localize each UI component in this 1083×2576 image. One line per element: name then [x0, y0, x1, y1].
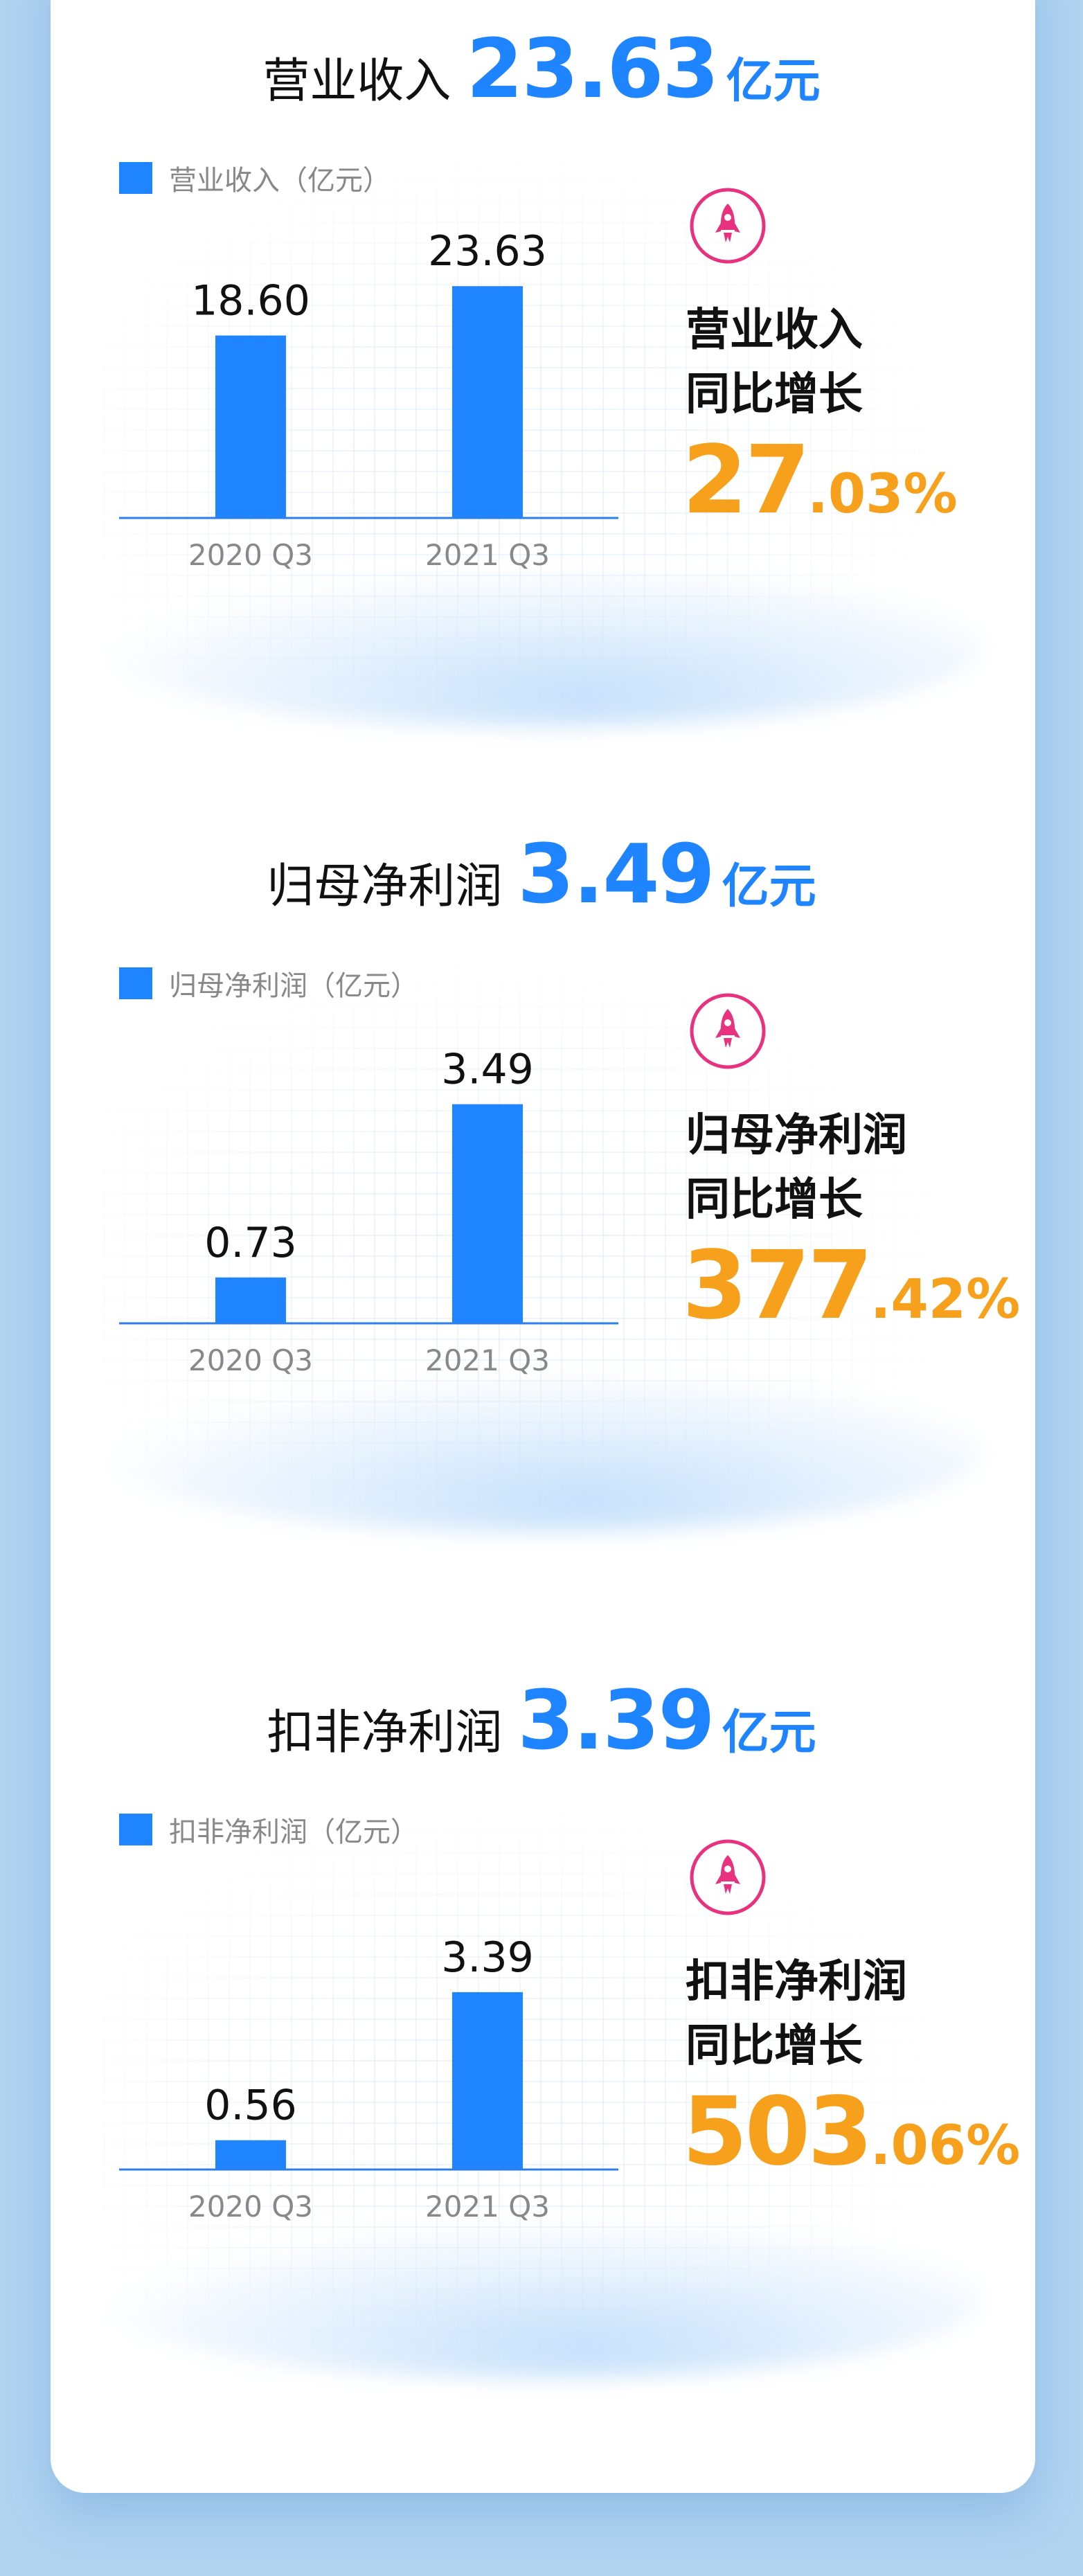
bar-chart: 18.60 2020 Q3 23.63 2021 Q3	[119, 227, 618, 572]
growth-decimal: .42%	[870, 1269, 1021, 1331]
rocket-icon	[690, 993, 766, 1069]
data-label: 23.63	[428, 227, 547, 276]
metric-section: 扣非净利润 3.39 亿元 扣非净利润（亿元） 0.56 2020 Q3 3.39 2…	[0, 1652, 1083, 2455]
growth-label-metric: 营业收入	[686, 305, 863, 356]
growth-integer: 377	[682, 1231, 873, 1341]
legend-swatch	[119, 1814, 152, 1845]
growth-percentage: 377.42%	[682, 1231, 1020, 1341]
growth-percentage: 503.06%	[682, 2077, 1020, 2187]
metric-name: 扣非净利润	[267, 1706, 503, 1760]
x-tick-label: 2020 Q3	[188, 1343, 313, 1377]
bar	[452, 1104, 523, 1323]
x-tick-label: 2021 Q3	[425, 538, 550, 572]
data-label: 3.49	[441, 1046, 534, 1094]
chart-legend: 营业收入（亿元）	[119, 158, 391, 198]
legend-swatch	[119, 967, 152, 999]
glow-decoration	[97, 2219, 983, 2379]
rocket-icon	[690, 1839, 766, 1915]
bar	[215, 335, 286, 518]
bar-chart: 0.56 2020 Q3 3.39 2021 Q3	[119, 1933, 618, 2224]
metric-unit: 亿元	[722, 1706, 816, 1760]
growth-label-yoy: 同比增长	[686, 369, 863, 420]
data-label: 3.39	[441, 1933, 534, 1982]
growth-label-metric: 归母净利润	[686, 1110, 907, 1161]
metric-value: 3.39	[517, 1672, 715, 1768]
rocket-icon	[690, 188, 766, 264]
section-title: 扣非净利润 3.39 亿元	[0, 1672, 1083, 1768]
x-tick-label: 2021 Q3	[425, 2190, 550, 2224]
growth-label-metric: 扣非净利润	[686, 1956, 907, 2007]
data-label: 18.60	[191, 277, 310, 325]
bar	[452, 286, 523, 518]
metric-unit: 亿元	[726, 54, 821, 109]
data-label: 0.73	[204, 1219, 297, 1267]
bar	[215, 2140, 286, 2170]
growth-percentage: 27.03%	[682, 426, 958, 535]
chart-legend: 归母净利润（亿元）	[119, 963, 418, 1003]
bar	[452, 1992, 523, 2170]
content-card	[51, 0, 1035, 2493]
metric-value: 3.49	[517, 826, 715, 922]
metric-name: 营业收入	[262, 54, 451, 109]
growth-integer: 27	[682, 426, 810, 535]
metric-unit: 亿元	[722, 859, 816, 914]
bar-chart: 0.73 2020 Q3 3.49 2021 Q3	[119, 1046, 618, 1377]
legend-label: 归母净利润（亿元）	[169, 970, 418, 1002]
chart-legend: 扣非净利润（亿元）	[119, 1809, 418, 1850]
metric-name: 归母净利润	[267, 859, 503, 914]
growth-decimal: .03%	[807, 463, 958, 526]
growth-decimal: .06%	[870, 2115, 1021, 2177]
section-title: 归母净利润 3.49 亿元	[0, 826, 1083, 922]
growth-integer: 503	[682, 2077, 873, 2187]
legend-label: 扣非净利润（亿元）	[169, 1816, 418, 1848]
glow-decoration	[97, 1373, 983, 1532]
data-label: 0.56	[204, 2082, 297, 2130]
glow-decoration	[97, 568, 983, 727]
x-tick-label: 2020 Q3	[188, 2190, 313, 2224]
metric-section: 归母净利润 3.49 亿元 归母净利润（亿元） 0.73 2020 Q3 3.49 2…	[0, 805, 1083, 1609]
x-tick-label: 2021 Q3	[425, 1343, 550, 1377]
metric-value: 23.63	[466, 21, 719, 116]
metric-section: 营业收入 23.63 亿元 营业收入（亿元） 18.60 2020 Q3 23.63…	[0, 0, 1083, 803]
bar	[215, 1277, 286, 1323]
growth-label-yoy: 同比增长	[686, 1174, 863, 1226]
legend-label: 营业收入（亿元）	[169, 165, 391, 197]
growth-label-yoy: 同比增长	[686, 2021, 863, 2072]
x-tick-label: 2020 Q3	[188, 538, 313, 572]
section-title: 营业收入 23.63 亿元	[0, 21, 1083, 116]
legend-swatch	[119, 162, 152, 194]
